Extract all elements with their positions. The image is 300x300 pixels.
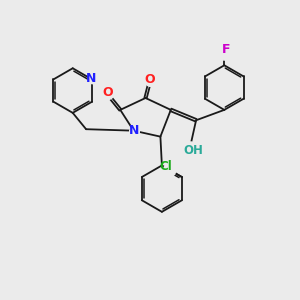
Text: OH: OH (183, 143, 203, 157)
Text: Cl: Cl (160, 160, 172, 172)
Text: O: O (145, 73, 155, 86)
Text: N: N (128, 124, 139, 137)
Text: O: O (103, 86, 113, 99)
Text: F: F (222, 43, 230, 56)
Text: N: N (86, 72, 96, 85)
